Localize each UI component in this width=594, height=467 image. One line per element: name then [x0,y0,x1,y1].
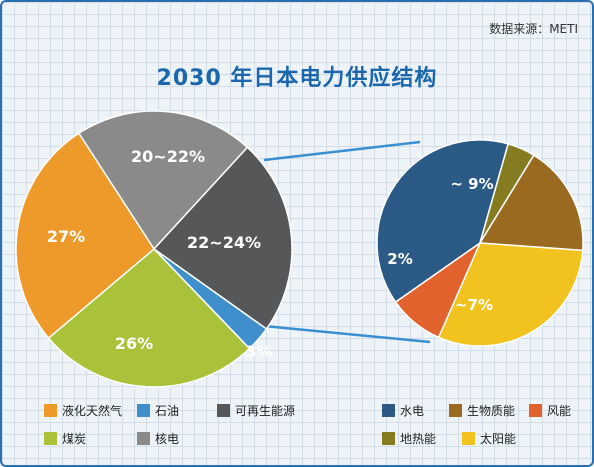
pie-slice [77,110,249,251]
legend-item-geothermal: 地热能 [382,430,436,447]
main-pie: 20~22% 22~24% 3% 26% 27% [15,110,293,388]
chart-title: 2030 年日本电力供应结构 [156,66,438,91]
slice-label: 26% [115,334,153,353]
legend-item-solar: 太阳能 [462,430,516,447]
legend-label: 石油 [155,404,180,418]
connector-line [263,324,431,344]
legend-swatch [382,404,395,417]
legend-label: 核电 [155,432,180,446]
legend-label: 煤炭 [62,432,87,446]
slice-label: 3% [245,342,272,361]
legend-swatch [449,404,462,417]
legend-swatch [44,432,57,445]
legend-label: 可再生能源 [235,404,296,418]
legend-label: 地热能 [400,432,437,446]
legend-item-coal: 煤炭 [44,430,86,447]
legend-item-renewable: 可再生能源 [217,402,295,419]
data-source: 数据来源：METI [489,22,578,36]
pie-slice [15,132,155,340]
pie-slice [437,242,584,347]
legend-item-nuclear: 核电 [137,430,179,447]
pie-slice [152,146,293,330]
legend-label: 液化天然气 [62,404,123,418]
legend-item-oil: 石油 [137,402,179,419]
legend-swatch [382,432,395,445]
pie-slice [478,154,584,252]
legend-swatch [529,404,542,417]
legend-item-hydro: 水电 [382,402,424,419]
legend-swatch [137,404,150,417]
slice-label: 2% [387,250,412,268]
pie-slice [47,247,251,388]
pie-connectors [263,140,431,344]
slice-label: 20~22% [131,147,205,166]
legend-item-lng: 液化天然气 [44,402,122,419]
pie-slice [376,139,510,304]
slice-label: 27% [47,227,85,246]
legend-label: 生物质能 [467,404,516,418]
slice-label: 22~24% [187,233,261,252]
legend-swatch [137,432,150,445]
legend-swatch [217,404,230,417]
legend-label: 水电 [400,404,425,418]
legend-item-biomass: 生物质能 [449,402,515,419]
pie-slice [394,240,482,339]
slice-label: ~ 9% [450,175,493,193]
legend-swatch [462,432,475,445]
slice-label: ~7% [455,296,493,314]
legend-item-wind: 风能 [529,402,571,419]
legend-swatch [44,404,57,417]
connector-line [263,140,421,162]
legend-label: 风能 [547,404,572,418]
legend-label: 太阳能 [480,432,517,446]
renewables-pie: ~ 9%~1%~4%~7%2% [376,139,584,347]
